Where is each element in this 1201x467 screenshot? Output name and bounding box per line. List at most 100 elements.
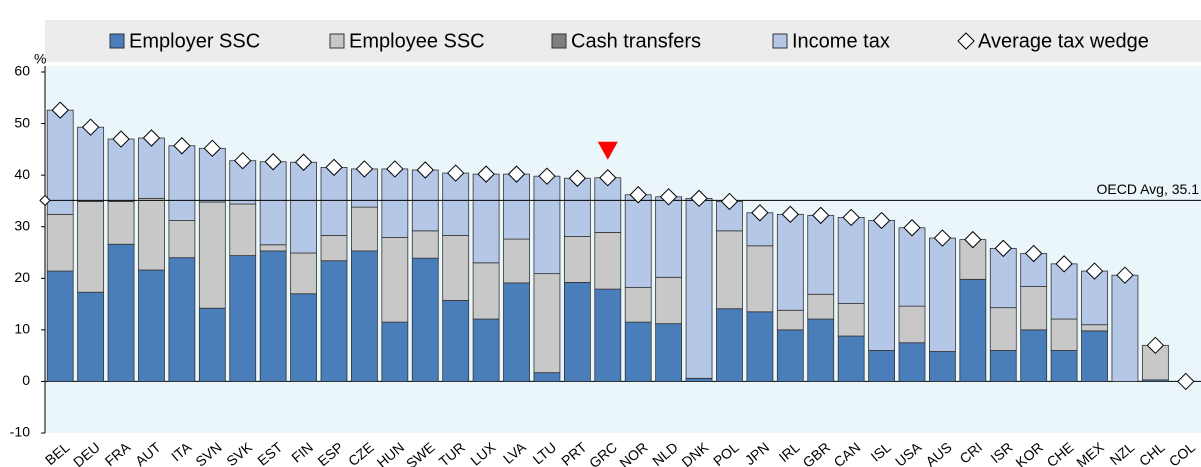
tax-wedge-marker <box>81 118 100 136</box>
x-tick-label: IRL <box>776 439 803 465</box>
bar-segment <box>229 203 257 256</box>
tax-wedge-marker <box>203 139 222 158</box>
tax-wedge-marker <box>629 186 647 204</box>
bar-segment <box>837 217 865 304</box>
bar-segment <box>351 250 378 382</box>
tax-wedge-marker <box>781 205 800 224</box>
legend-swatch <box>551 33 567 49</box>
bar-segment <box>685 377 713 382</box>
bar-segment <box>46 109 74 215</box>
bar-segment <box>198 147 226 203</box>
x-tick-label: TUR <box>436 439 468 467</box>
bar-segment <box>1050 318 1078 351</box>
x-tick-label: SVK <box>223 438 255 467</box>
x-tick-label: COL <box>1166 439 1198 467</box>
bar-segment <box>746 311 774 382</box>
bar-segment <box>46 213 74 272</box>
bar-segment <box>959 239 987 280</box>
bar-segment <box>107 138 135 202</box>
legend-label: Employer SSC <box>129 30 260 52</box>
bar-segment <box>959 278 987 382</box>
bar-segment <box>1081 270 1108 326</box>
bar-segment <box>198 307 226 382</box>
y-tick-label: 40 <box>14 166 30 182</box>
bar-segment <box>563 282 591 382</box>
tax-wedge-marker <box>538 167 556 185</box>
y-tick-label: 50 <box>14 114 30 130</box>
legend-label: Income tax <box>792 30 890 52</box>
bar-segment <box>929 237 956 352</box>
oecd-average-marker <box>39 194 51 207</box>
y-tick-label: -10 <box>10 424 30 440</box>
legend-label: Average tax wedge <box>978 30 1149 52</box>
oecd-average-label: OECD Avg, 35.1 <box>1097 181 1200 197</box>
bar-segment <box>198 201 226 309</box>
bar-segment <box>594 231 622 290</box>
bar-segment <box>533 175 561 275</box>
x-tick-label: AUT <box>132 439 164 467</box>
bar-segment <box>776 213 804 311</box>
x-tick-label: GBR <box>800 439 834 467</box>
bar-segment <box>837 335 865 382</box>
bar-segment <box>533 372 561 382</box>
bar-segment <box>290 252 317 295</box>
x-tick-label: CAN <box>831 439 864 467</box>
tax-wedge-marker <box>872 211 891 230</box>
legend-label: Cash transfers <box>571 30 701 52</box>
bar-segment <box>168 257 196 382</box>
bar-segment <box>77 291 105 382</box>
x-tick-label: POL <box>710 439 742 467</box>
x-tick-label: LVA <box>500 438 529 466</box>
x-tick-label: DNK <box>678 438 711 467</box>
bar-segment <box>381 237 409 323</box>
bar-segment <box>46 270 74 382</box>
bar-segment <box>1020 329 1048 382</box>
tax-wedge-marker <box>933 229 952 247</box>
tax-wedge-marker <box>416 161 434 179</box>
x-tick-label: MEX <box>1073 438 1107 467</box>
bar-segment <box>77 201 105 293</box>
bar-segment <box>594 288 622 382</box>
bar-segment <box>503 238 530 284</box>
x-tick-label: AUS <box>922 439 954 467</box>
x-tick-label: BEL <box>42 439 73 467</box>
x-tick-label: NLD <box>649 439 681 467</box>
bar-segment <box>989 247 1017 309</box>
x-tick-label: KOR <box>1012 439 1046 467</box>
tax-wedge-marker <box>112 130 130 148</box>
x-tick-label: USA <box>892 438 925 467</box>
bar-segment <box>746 245 774 313</box>
x-tick-label: CZE <box>345 439 377 467</box>
x-tick-label: HUN <box>374 439 408 467</box>
bar-segment <box>1111 274 1139 382</box>
bar-segment <box>320 235 348 262</box>
bar-segment <box>776 309 804 331</box>
bar-segment <box>776 329 804 382</box>
bar-segment <box>989 307 1017 351</box>
tax-wedge-marker <box>1146 336 1165 355</box>
bar-segment <box>442 172 470 236</box>
tax-wedge-marker <box>720 192 739 211</box>
x-tick-label: CHE <box>1043 439 1076 467</box>
x-tick-label: FRA <box>102 438 134 467</box>
bar-segment <box>259 161 287 246</box>
bar-segment <box>138 269 165 382</box>
legend-background <box>45 20 1201 62</box>
tax-wedge-marker <box>964 230 982 249</box>
bar-segment <box>1020 286 1048 331</box>
bar-segment <box>655 276 683 325</box>
x-tick-label: PRT <box>558 439 590 467</box>
bar-segment <box>259 250 287 382</box>
x-tick-label: GRC <box>586 439 620 467</box>
bar-segment <box>411 230 439 259</box>
tax-wedge-marker <box>1024 244 1043 263</box>
bar-segment <box>655 196 683 278</box>
tax-wedge-marker <box>507 165 526 183</box>
y-tick-label: 60 <box>14 63 30 79</box>
x-tick-label: LTU <box>529 439 559 467</box>
legend-swatch <box>329 33 345 49</box>
bar-segment <box>472 173 500 264</box>
x-tick-label: SWE <box>403 439 438 467</box>
bar-segment <box>563 236 591 283</box>
